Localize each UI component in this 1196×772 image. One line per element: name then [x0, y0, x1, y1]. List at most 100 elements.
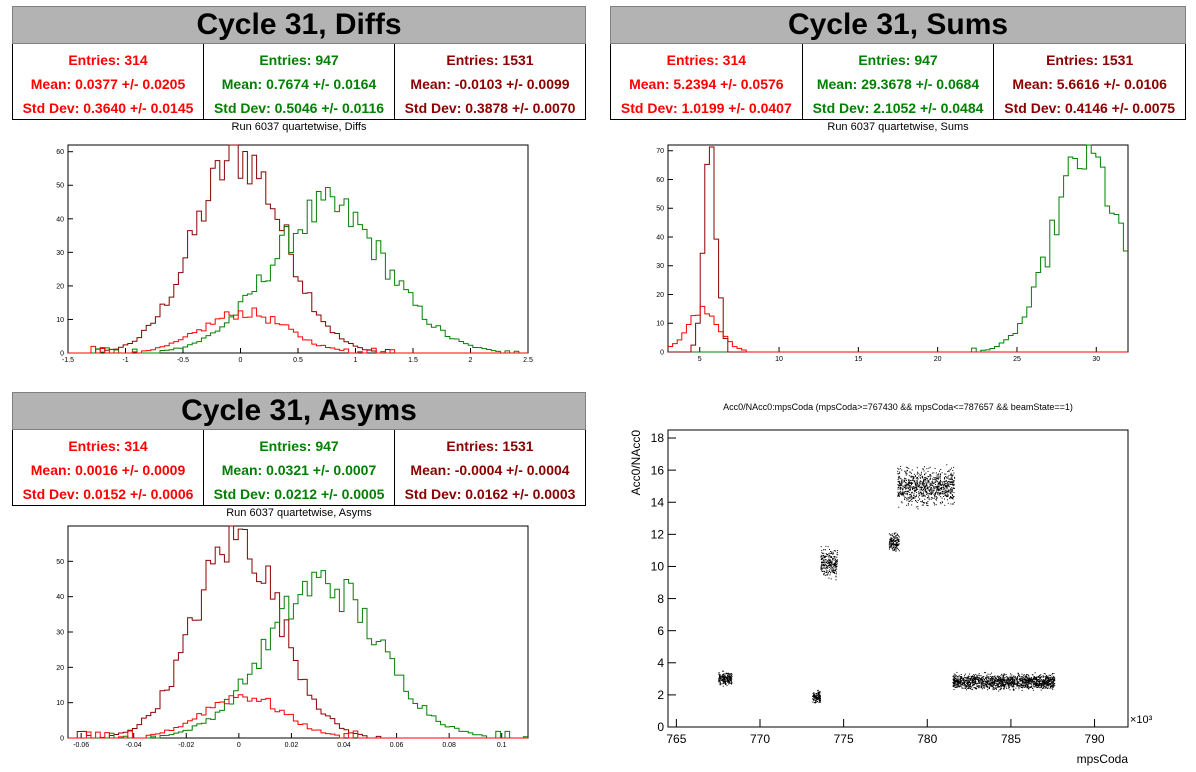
scatter-point: [1018, 674, 1020, 676]
scatter-point: [904, 492, 906, 494]
scatter-point: [906, 473, 908, 475]
scatter-point: [975, 683, 977, 685]
scatter-point: [910, 496, 912, 498]
scatter-point: [825, 564, 827, 566]
scatter-point: [992, 677, 994, 679]
scatter-point: [835, 564, 837, 566]
scatter-point: [828, 562, 830, 564]
scatter-point: [1002, 683, 1004, 685]
scatter-point: [905, 490, 907, 492]
scatter-point: [893, 549, 895, 551]
scatter-point: [723, 674, 725, 676]
scatter-point: [944, 473, 946, 475]
scatter-point: [894, 548, 896, 550]
scatter-point: [1043, 679, 1045, 681]
scatter-point: [920, 486, 922, 488]
scatter-point: [1004, 679, 1006, 681]
scatter-point: [728, 679, 730, 681]
scatter-point: [897, 486, 899, 488]
x-tick-label: -0.5: [177, 357, 189, 364]
scatter-point: [924, 490, 926, 492]
scatter-point: [1029, 686, 1031, 688]
scatter-point: [915, 489, 917, 491]
scatter-point: [963, 681, 965, 683]
scatter-point: [935, 499, 937, 501]
scatter-point: [816, 699, 818, 701]
scatter-point: [900, 487, 902, 489]
scatter-point: [910, 481, 912, 483]
scatter-point: [909, 496, 911, 498]
scatter-point: [893, 545, 895, 547]
x-tick-label: 20: [934, 356, 942, 363]
scatter-point: [971, 676, 973, 678]
scatter-point: [897, 543, 899, 545]
scatter-point: [908, 486, 910, 488]
scatter-point: [1002, 682, 1004, 684]
scatter-point: [923, 502, 925, 504]
scatter-point: [906, 485, 908, 487]
scatter-point: [888, 542, 890, 544]
scatter-point: [923, 494, 925, 496]
scatter-point: [817, 689, 819, 691]
scatter-point: [984, 684, 986, 686]
scatter-point: [821, 556, 823, 558]
scatter-point: [953, 487, 955, 489]
scatter-point: [823, 573, 825, 575]
diffs-stats-darkred: Entries: 1531 Mean: -0.0103 +/- 0.0099 S…: [395, 44, 585, 119]
scatter-point: [815, 700, 817, 702]
scatter-point: [1021, 678, 1023, 680]
scatter-point: [892, 539, 894, 541]
scatter-point: [1006, 682, 1008, 684]
scatter-point: [913, 496, 915, 498]
scatter-point: [1040, 679, 1042, 681]
scatter-point: [914, 488, 916, 490]
scatter-point: [919, 487, 921, 489]
scatter-point: [935, 486, 937, 488]
scatter-point: [821, 565, 823, 567]
scatter-point: [826, 570, 828, 572]
scatter-point: [929, 493, 931, 495]
scatter-point: [928, 479, 930, 481]
sums-title: Cycle 31, Sums: [610, 6, 1186, 44]
scatter-point: [902, 490, 904, 492]
scatter-point: [945, 484, 947, 486]
scatter-point: [959, 686, 961, 688]
scatter-point: [1026, 679, 1028, 681]
x-tick-label: 15: [854, 356, 862, 363]
scatter-point: [835, 576, 837, 578]
scatter-point: [1036, 678, 1038, 680]
scatter-point: [949, 492, 951, 494]
scatter-point: [827, 555, 829, 557]
scatter-point: [1000, 681, 1002, 683]
scatter-point: [1023, 685, 1025, 687]
scatter-point: [960, 673, 962, 675]
scatter-point: [834, 568, 836, 570]
scatter-point: [977, 674, 979, 676]
scatter-point: [895, 541, 897, 543]
scatter-point: [980, 682, 982, 684]
scatter-point: [829, 552, 831, 554]
scatter-point: [911, 479, 913, 481]
scatter-point: [986, 677, 988, 679]
scatter-point: [719, 683, 721, 685]
scatter-point: [835, 573, 837, 575]
scatter-point: [1051, 687, 1053, 689]
scatter-point: [1019, 680, 1021, 682]
scatter-point: [960, 681, 962, 683]
scatter-point: [969, 679, 971, 681]
scatter-point: [819, 699, 821, 701]
scatter-point: [968, 687, 970, 689]
scatter-point: [913, 490, 915, 492]
scatter-point: [980, 678, 982, 680]
scatter-point: [1048, 677, 1050, 679]
scatter-point: [921, 495, 923, 497]
scatter-point: [819, 701, 821, 703]
scatter-point: [899, 484, 901, 486]
scatter-point: [975, 687, 977, 689]
scatter-point: [1051, 676, 1053, 678]
scatter-point: [929, 489, 931, 491]
scatter-point: [994, 675, 996, 677]
scatter-point: [999, 683, 1001, 685]
scatter-point: [918, 491, 920, 493]
scatter-point: [1001, 680, 1003, 682]
